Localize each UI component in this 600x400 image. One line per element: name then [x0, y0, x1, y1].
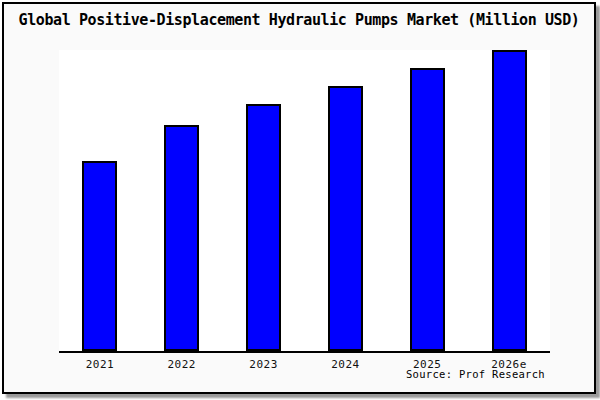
chart-frame: Global Positive-Displacement Hydraulic P… — [2, 2, 596, 394]
chart-title: Global Positive-Displacement Hydraulic P… — [4, 11, 594, 29]
source-note: Source: Prof Research — [59, 368, 545, 380]
bar — [246, 104, 281, 351]
bar — [328, 86, 363, 351]
bars-container — [59, 50, 550, 351]
bar — [492, 50, 527, 351]
bar — [164, 125, 199, 351]
plot-area — [59, 50, 550, 353]
bar — [82, 161, 117, 351]
bar — [410, 68, 445, 351]
